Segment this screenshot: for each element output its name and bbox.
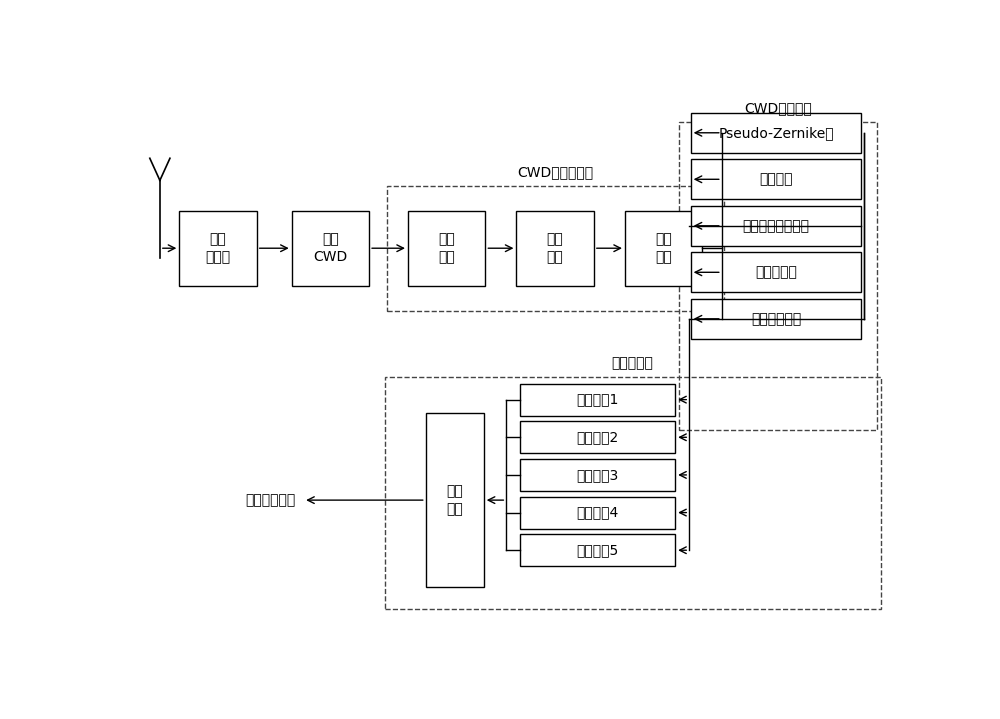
Text: 神经网络2: 神经网络2	[577, 430, 619, 444]
Text: 频域
滤波: 频域 滤波	[655, 232, 672, 265]
Bar	[691, 160, 861, 199]
Text: 数字
接收机: 数字 接收机	[205, 232, 231, 265]
Bar	[520, 534, 675, 567]
Text: 阈值
检测: 阈值 检测	[438, 232, 455, 265]
Bar	[625, 211, 702, 285]
Bar	[691, 113, 861, 152]
Text: 离散
CWD: 离散 CWD	[313, 232, 348, 265]
Bar	[520, 383, 675, 416]
Bar	[385, 377, 881, 610]
Text: 神经网络1: 神经网络1	[577, 393, 619, 407]
Bar	[520, 421, 675, 454]
Text: 神经网络5: 神经网络5	[577, 544, 619, 557]
Text: 融合
规则: 融合 规则	[446, 484, 463, 516]
Bar	[179, 211, 257, 285]
Bar	[691, 206, 861, 246]
Bar	[679, 122, 877, 429]
Text: 目标个数: 目标个数	[759, 173, 793, 186]
Bar	[292, 211, 369, 285]
Text: 编码对称特性: 编码对称特性	[751, 312, 801, 326]
Text: 波形识别结果: 波形识别结果	[245, 493, 296, 507]
Bar	[520, 459, 675, 491]
Text: 宽度标准差: 宽度标准差	[755, 265, 797, 279]
Bar	[516, 211, 594, 285]
Bar	[691, 299, 861, 339]
Bar	[426, 413, 484, 587]
Bar	[520, 497, 675, 528]
Text: CWD归一化处理: CWD归一化处理	[517, 165, 594, 179]
Text: 时间
选通: 时间 选通	[547, 232, 564, 265]
Text: 峰值功率时间位置: 峰值功率时间位置	[742, 219, 810, 233]
Bar	[691, 252, 861, 292]
Text: 分类器识别: 分类器识别	[612, 357, 654, 370]
Text: 神经网络4: 神经网络4	[577, 505, 619, 520]
Bar	[387, 186, 724, 311]
Text: 神经网络3: 神经网络3	[577, 468, 619, 482]
Text: Pseudo-Zernike矩: Pseudo-Zernike矩	[718, 126, 834, 139]
Bar	[408, 211, 485, 285]
Text: CWD特征提取: CWD特征提取	[744, 101, 812, 116]
